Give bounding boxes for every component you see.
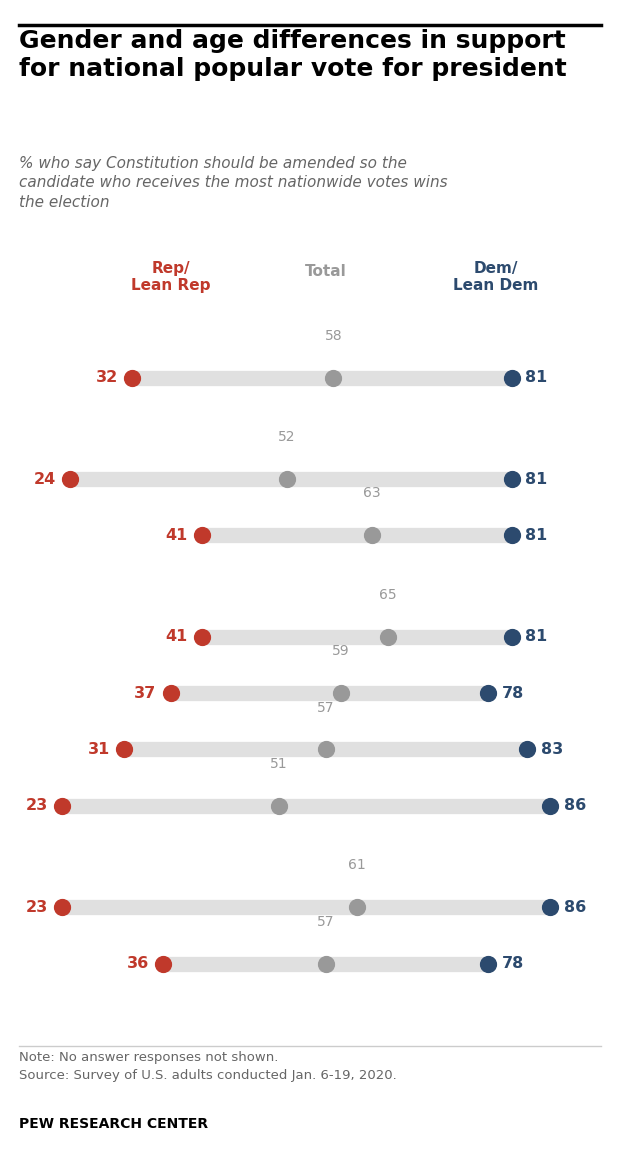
Text: 41: 41	[166, 629, 187, 644]
Text: 81: 81	[525, 370, 547, 385]
Text: 81: 81	[525, 471, 547, 486]
Text: 81: 81	[525, 629, 547, 644]
Text: 24: 24	[33, 471, 56, 486]
Text: 31: 31	[88, 742, 110, 757]
Point	[546, 796, 556, 814]
Point	[197, 526, 206, 545]
Point	[126, 369, 136, 387]
Text: 57: 57	[317, 915, 334, 929]
Text: 41: 41	[166, 528, 187, 543]
Point	[336, 684, 346, 703]
Text: PEW RESEARCH CENTER: PEW RESEARCH CENTER	[19, 1117, 208, 1131]
Text: 52: 52	[278, 430, 296, 445]
Point	[329, 369, 339, 387]
Point	[507, 470, 516, 488]
Point	[274, 796, 284, 814]
Text: 36: 36	[126, 956, 149, 971]
Text: 32: 32	[95, 370, 118, 385]
Text: Dem/
Lean Dem: Dem/ Lean Dem	[453, 260, 539, 293]
Text: Total: Total	[304, 264, 347, 279]
Text: 83: 83	[541, 742, 563, 757]
Point	[484, 954, 494, 972]
Point	[507, 526, 516, 545]
Point	[57, 796, 67, 814]
Point	[367, 526, 377, 545]
Point	[197, 628, 206, 646]
Text: Gender and age differences in support
for national popular vote for president: Gender and age differences in support fo…	[19, 29, 566, 81]
Text: Rep/
Lean Rep: Rep/ Lean Rep	[131, 260, 210, 293]
Point	[383, 628, 392, 646]
Point	[546, 899, 556, 917]
Text: 86: 86	[564, 900, 587, 915]
Text: 65: 65	[379, 588, 396, 601]
Point	[484, 684, 494, 703]
Point	[522, 741, 532, 759]
Text: 86: 86	[564, 798, 587, 813]
Text: 78: 78	[502, 956, 525, 971]
Text: 23: 23	[26, 900, 48, 915]
Text: 57: 57	[317, 700, 334, 714]
Point	[321, 741, 330, 759]
Point	[157, 954, 167, 972]
Text: 61: 61	[348, 858, 365, 872]
Text: 59: 59	[332, 644, 350, 658]
Text: 23: 23	[26, 798, 48, 813]
Point	[321, 954, 330, 972]
Text: 37: 37	[135, 685, 156, 700]
Point	[166, 684, 175, 703]
Text: Note: No answer responses not shown.
Source: Survey of U.S. adults conducted Jan: Note: No answer responses not shown. Sou…	[19, 1051, 396, 1082]
Point	[507, 628, 516, 646]
Text: 58: 58	[324, 328, 342, 342]
Text: 81: 81	[525, 528, 547, 543]
Text: % who say Constitution should be amended so the
candidate who receives the most : % who say Constitution should be amended…	[19, 156, 447, 210]
Point	[281, 470, 292, 488]
Text: 78: 78	[502, 685, 525, 700]
Text: 51: 51	[270, 757, 288, 771]
Point	[352, 899, 361, 917]
Point	[119, 741, 129, 759]
Text: 63: 63	[363, 486, 381, 500]
Point	[57, 899, 67, 917]
Point	[507, 369, 516, 387]
Point	[65, 470, 74, 488]
